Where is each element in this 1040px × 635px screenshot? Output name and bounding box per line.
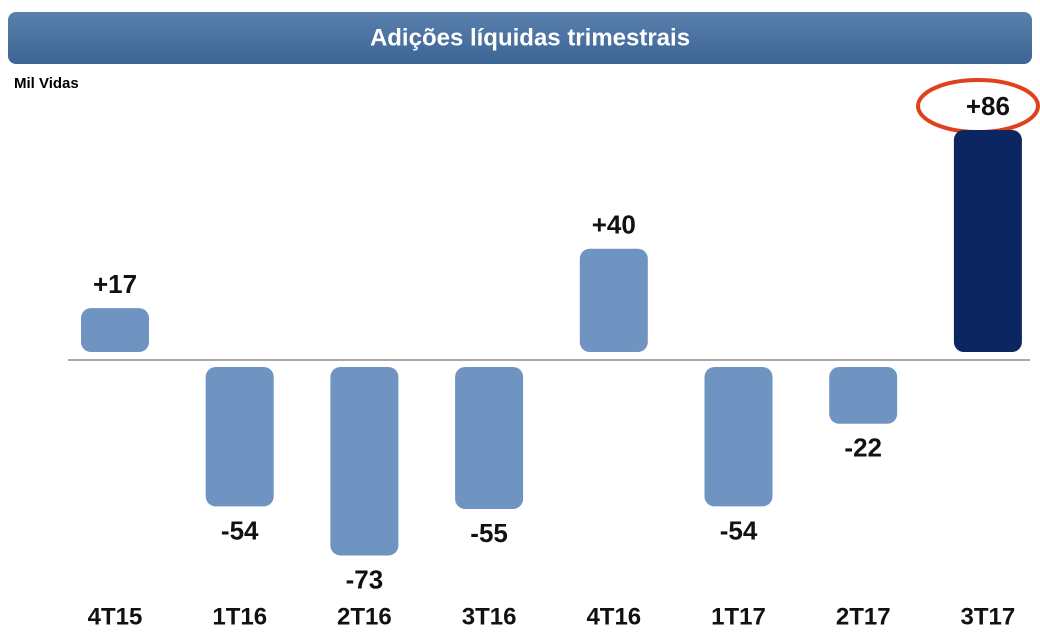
bar [81,308,149,352]
chart-title: Adições líquidas trimestrais [370,24,690,51]
title-banner [8,12,1032,64]
x-tick-label: 4T16 [586,603,641,630]
x-tick-label: 2T16 [337,603,392,630]
bar [205,367,274,507]
bar [455,367,524,509]
value-label: +40 [592,210,636,240]
x-tick-label: 3T17 [961,603,1016,630]
x-tick-label: 4T15 [88,603,143,630]
bar [829,367,898,424]
bar [330,367,399,556]
value-label: -54 [720,515,758,545]
x-tick-label: 1T17 [711,603,766,630]
x-tick-label: 1T16 [212,603,267,630]
bar [704,367,773,507]
value-label: -55 [470,518,508,548]
value-label: +17 [93,269,137,299]
value-label: -73 [346,564,384,594]
x-tick-label: 3T16 [462,603,517,630]
bar [579,248,648,352]
y-axis-label: Mil Vidas [14,75,79,92]
x-tick-label: 2T17 [836,603,891,630]
value-label: +86 [966,91,1010,121]
value-label: -54 [221,515,259,545]
bar [953,130,1022,352]
value-label: -22 [844,433,882,463]
